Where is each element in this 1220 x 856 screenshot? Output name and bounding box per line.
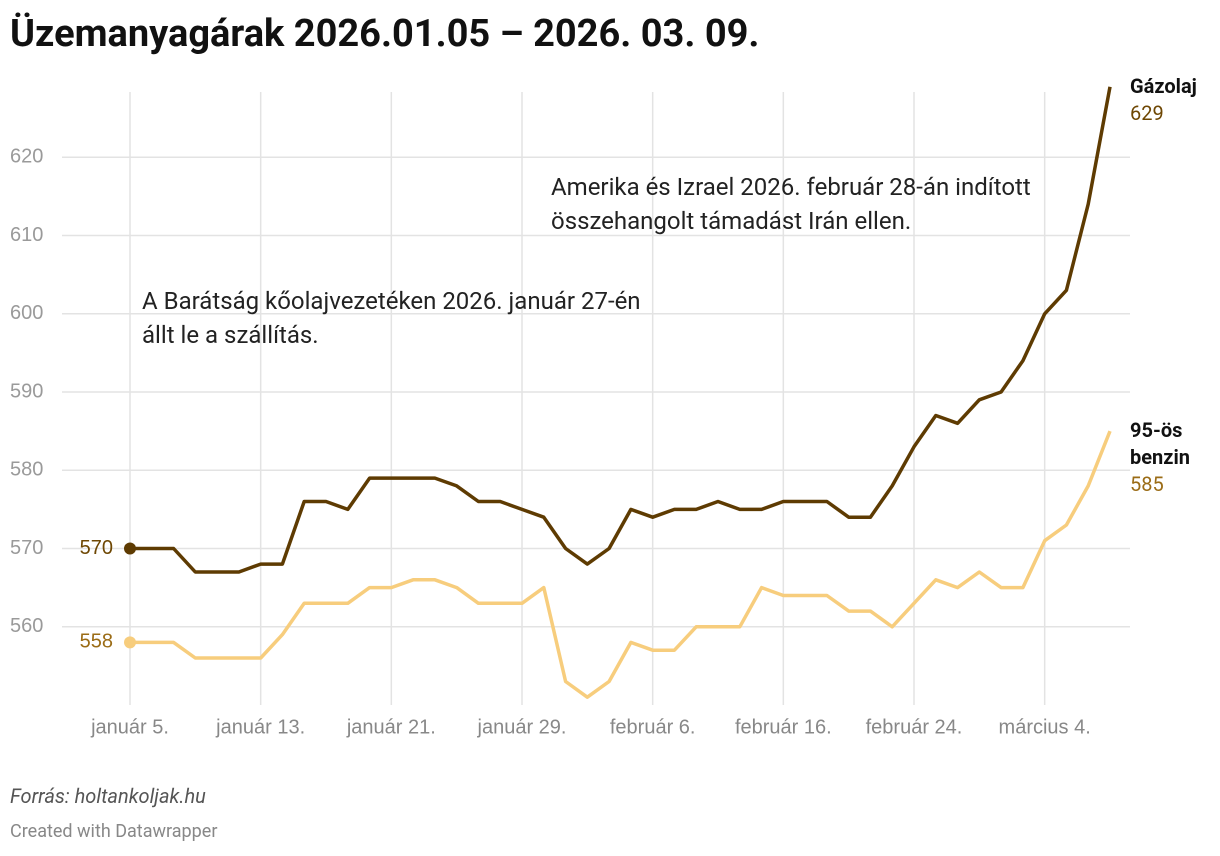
chart-title: Üzemanyagárak 2026.01.05 – 2026. 03. 09. [10,12,760,56]
x-tick-label: január 5. [90,716,169,738]
end-value: 629 [1130,100,1164,125]
y-tick-label: 570 [10,537,43,559]
start-dot [124,542,136,555]
credit: Created with Datawrapper [10,821,218,842]
end-label: 95-ös benzin 585 [1130,417,1215,498]
y-tick-label: 600 [10,302,43,324]
series-name: 95-ös benzin [1130,418,1190,470]
x-tick-label: január 13. [215,716,305,738]
y-tick-label: 590 [10,380,43,402]
series-line [130,86,1112,574]
end-label: Gázolaj 629 [1130,73,1215,127]
x-tick-label: február 16. [735,716,832,738]
x-tick-label: január 29. [477,716,567,738]
annotation: Amerika és Izrael 2026. február 28-án in… [551,173,1031,235]
end-value: 585 [1130,472,1164,497]
annotation: A Barátság kőolajvezetéken 2026. január … [142,287,641,349]
y-tick-label: 620 [10,146,43,168]
series-line [130,430,1112,699]
y-tick-label: 560 [10,615,43,637]
x-tick-label: február 6. [610,716,696,738]
start-label: 558 [80,631,113,653]
start-dot [124,636,136,649]
series-name: Gázolaj [1130,73,1197,98]
x-tick-label: január 21. [346,716,436,738]
x-tick-label: február 24. [866,716,963,738]
x-tick-label: március 4. [999,716,1091,738]
source: Forrás: holtankoljak.hu [10,784,206,808]
start-label: 570 [80,537,113,559]
y-tick-label: 580 [10,459,43,481]
y-tick-label: 610 [10,224,43,246]
